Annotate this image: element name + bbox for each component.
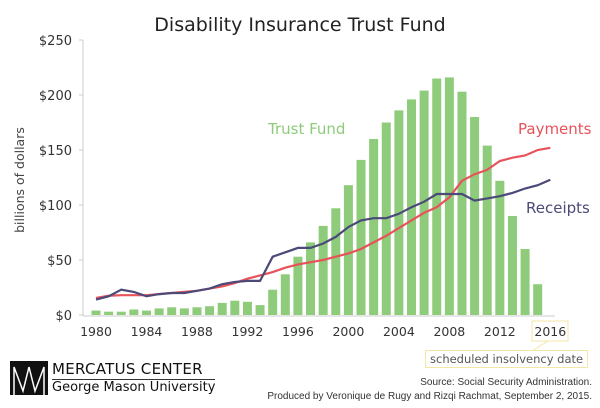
y-tick-label: $150 [39, 144, 72, 159]
y-tick-label: $50 [47, 254, 72, 269]
bar-trust-fund [280, 274, 290, 315]
x-tick-label: 2004 [383, 324, 415, 339]
bar-trust-fund [242, 301, 252, 315]
bar-trust-fund [217, 302, 227, 315]
bar-trust-fund [268, 289, 278, 315]
legend-payments: Payments [518, 120, 592, 138]
bar-trust-fund [306, 242, 316, 315]
insolvency-year-box [531, 320, 569, 342]
y-tick-label: $250 [39, 34, 72, 49]
bar-trust-fund [104, 311, 114, 315]
bar-trust-fund [293, 256, 303, 315]
y-axis-label: billions of dollars [12, 127, 27, 233]
bar-trust-fund [533, 284, 543, 315]
bar-trust-fund [116, 311, 126, 315]
bar-trust-fund [255, 305, 265, 315]
y-tick-label: $0 [55, 309, 72, 324]
bar-trust-fund [495, 180, 505, 315]
x-tick-label: 1992 [232, 324, 264, 339]
y-tick-label: $100 [39, 199, 72, 214]
logo-subtitle: George Mason University [52, 380, 216, 395]
x-tick-label: 2000 [332, 324, 364, 339]
bar-trust-fund [192, 307, 202, 315]
bar-trust-fund [369, 139, 379, 315]
x-tick-label: 1984 [131, 324, 163, 339]
y-tick-label: $200 [39, 89, 72, 104]
mercatus-mark-icon [10, 360, 48, 395]
x-tick-label: 1996 [282, 324, 314, 339]
source-line: Source: Social Security Administration. [420, 377, 592, 388]
bar-trust-fund [167, 307, 177, 315]
bar-trust-fund [432, 78, 442, 315]
bar-trust-fund [356, 159, 366, 315]
bar-trust-fund [470, 117, 480, 315]
bar-trust-fund [482, 145, 492, 315]
bar-trust-fund [457, 91, 467, 315]
bar-trust-fund [331, 208, 341, 315]
bar-trust-fund [507, 216, 517, 315]
bar-trust-fund [141, 310, 151, 315]
line-receipts [95, 178, 551, 301]
bar-trust-fund [179, 308, 189, 315]
bar-trust-fund [205, 306, 215, 315]
x-tick-label: 2012 [484, 324, 516, 339]
bar-trust-fund [520, 249, 530, 315]
producer-line: Produced by Veronique de Rugy and Rizqi … [267, 391, 592, 402]
x-tick-label: 1980 [80, 324, 112, 339]
x-tick-label: 1988 [181, 324, 213, 339]
bar-trust-fund [230, 300, 240, 315]
mercatus-logo: MERCATUS CENTER George Mason University [10, 360, 216, 395]
legend-receipts: Receipts [526, 199, 590, 217]
insolvency-connector [531, 340, 549, 352]
bar-trust-fund [91, 310, 101, 315]
x-tick-label: 2008 [433, 324, 465, 339]
x-tick-label: 2016 [534, 324, 566, 339]
logo-name: MERCATUS CENTER [52, 360, 216, 380]
source-note: Source: Social Security Administration. … [267, 376, 592, 404]
bar-trust-fund [154, 308, 164, 315]
bar-trust-fund [343, 185, 353, 315]
bar-trust-fund [129, 309, 139, 315]
legend-trust-fund: Trust Fund [267, 120, 345, 138]
bar-trust-fund [318, 225, 328, 315]
insolvency-annotation: scheduled insolvency date [425, 350, 589, 368]
chart-title: Disability Insurance Trust Fund [154, 14, 446, 36]
